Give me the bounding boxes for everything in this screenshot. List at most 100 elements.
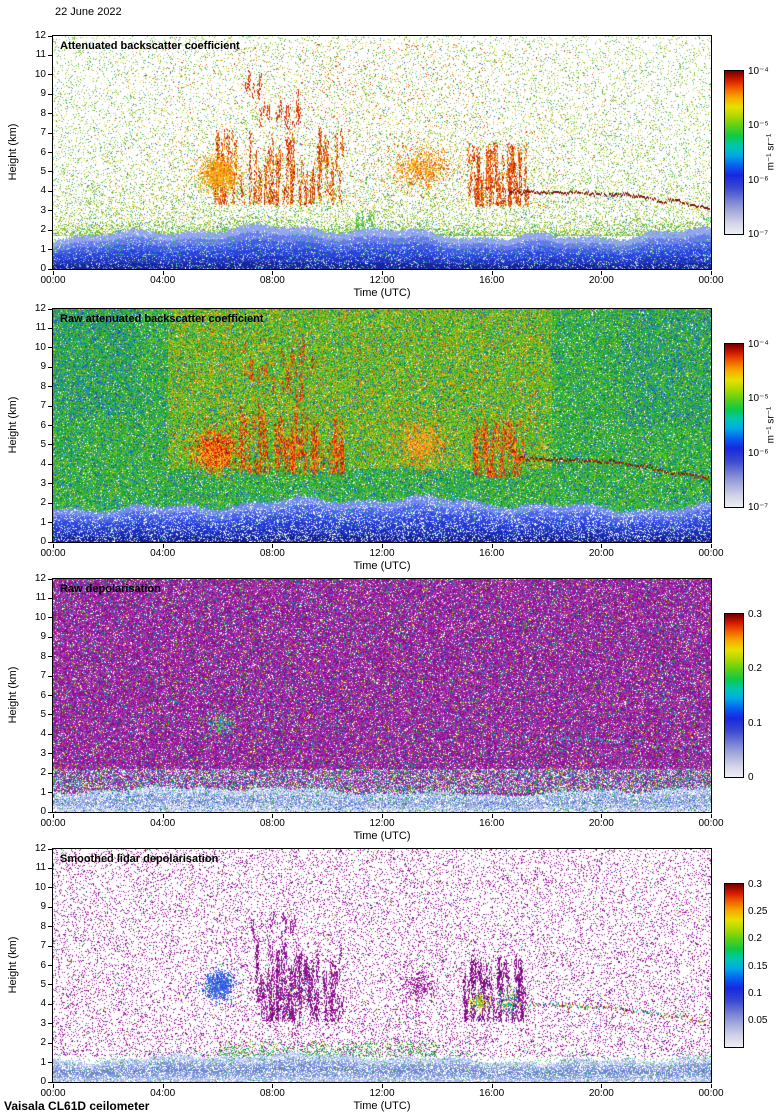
x-tick-mark (272, 544, 274, 548)
x-tick-label: 08:00 (259, 1088, 285, 1099)
y-tick-label: 4 (40, 458, 46, 470)
y-tick-mark (48, 597, 52, 599)
x-tick-label: 00:00 (40, 275, 66, 286)
colorbar-tick-label: 0.1 (748, 717, 762, 729)
x-tick-mark (53, 271, 54, 275)
x-axis-label: Time (UTC) (353, 1100, 411, 1112)
colorbar: 10⁻⁴ 10⁻⁵ 10⁻⁶ 10⁻⁷ m⁻¹ sr⁻¹ (724, 66, 780, 240)
y-tick-mark (48, 35, 52, 37)
y-tick-label: 9 (40, 631, 46, 643)
heatmap-canvas (53, 36, 711, 269)
y-tick-label: 4 (40, 728, 46, 740)
x-tick-mark (53, 544, 54, 548)
date-label: 22 June 2022 (55, 6, 122, 18)
y-tick-mark (48, 522, 52, 524)
colorbar-tick-label: 10⁻⁷ (748, 502, 769, 513)
y-tick-mark (48, 132, 52, 134)
y-tick-mark (48, 190, 52, 192)
y-tick-mark (48, 906, 52, 908)
y-tick-label: 8 (40, 920, 46, 932)
y-axis-label: Height (km) (7, 666, 19, 724)
y-tick-mark (48, 675, 52, 677)
x-axis-label: Time (UTC) (353, 287, 411, 299)
y-tick-label: 8 (40, 380, 46, 392)
x-tick-mark (162, 814, 164, 818)
y-tick-mark (48, 772, 52, 774)
colorbar-gradient (724, 883, 744, 1048)
colorbar-unit-label: m⁻¹ sr⁻¹ (765, 133, 777, 171)
colorbar-gradient (724, 343, 744, 508)
y-tick-label: 5 (40, 708, 46, 720)
y-tick-label: 8 (40, 650, 46, 662)
y-tick-mark (48, 848, 52, 850)
x-tick-label: 08:00 (259, 275, 285, 286)
y-tick-mark (48, 113, 52, 115)
x-tick-label: 00:00 (698, 548, 724, 559)
y-tick-mark (48, 444, 52, 446)
colorbar-tick-label: 10⁻⁶ (748, 447, 769, 459)
y-tick-label: 12 (34, 30, 46, 41)
y-tick-label: 12 (34, 843, 46, 854)
y-tick-label: 7 (40, 670, 46, 682)
colorbar-gradient (724, 70, 744, 235)
colorbar-tick-label: 0.15 (748, 960, 768, 972)
x-tick-mark (601, 271, 603, 275)
colorbar-tick-label: 0.05 (748, 1014, 768, 1026)
colorbar-tick-label: 10⁻⁴ (748, 339, 769, 350)
x-tick-mark (711, 1084, 712, 1088)
colorbar-tick-label: 0.3 (748, 609, 762, 620)
y-tick-label: 12 (34, 573, 46, 584)
colorbar-tick-label: 10⁻⁴ (748, 66, 769, 77)
y-tick-mark (48, 1023, 52, 1025)
plot-area: Smoothed lidar depolarisation (52, 848, 712, 1083)
y-tick-mark (48, 93, 52, 95)
y-tick-label: 9 (40, 88, 46, 100)
x-tick-mark (382, 814, 383, 818)
y-tick-mark (48, 1062, 52, 1064)
y-tick-label: 2 (40, 767, 46, 779)
y-tick-label: 11 (35, 49, 46, 61)
colorbar: 0.3 0.2 0.1 0 (724, 609, 780, 783)
y-tick-label: 3 (40, 477, 46, 489)
y-tick-mark (48, 74, 52, 76)
y-tick-mark (48, 926, 52, 928)
x-tick-label: 00:00 (698, 818, 724, 829)
x-tick-label: 00:00 (40, 818, 66, 829)
colorbar-gradient (724, 613, 744, 778)
y-tick-label: 8 (40, 107, 46, 119)
y-tick-label: 4 (40, 998, 46, 1010)
y-tick-mark (48, 887, 52, 889)
y-tick-label: 1 (40, 786, 46, 798)
x-tick-mark (491, 1084, 493, 1088)
y-tick-label: 6 (40, 146, 46, 158)
y-tick-label: 1 (40, 1056, 46, 1068)
x-tick-label: 00:00 (698, 1088, 724, 1099)
x-tick-label: 20:00 (588, 275, 614, 286)
panel-title: Smoothed lidar depolarisation (60, 853, 219, 865)
colorbar-unit-label: m⁻¹ sr⁻¹ (765, 406, 777, 444)
y-tick-label: 6 (40, 959, 46, 971)
y-tick-mark (48, 405, 52, 407)
y-tick-label: 7 (40, 400, 46, 412)
y-tick-mark (48, 656, 52, 658)
x-tick-mark (272, 1084, 274, 1088)
x-tick-label: 20:00 (588, 1088, 614, 1099)
x-tick-label: 04:00 (150, 275, 176, 286)
x-tick-label: 08:00 (259, 548, 285, 559)
x-tick-mark (711, 271, 712, 275)
y-tick-label: 10 (34, 611, 46, 623)
y-tick-mark (48, 811, 52, 813)
panel-title: Raw attenuated backscatter coefficient (60, 313, 264, 325)
x-tick-label: 12:00 (369, 275, 395, 286)
x-tick-label: 20:00 (588, 548, 614, 559)
heatmap-canvas (53, 579, 711, 812)
y-tick-label: 10 (34, 68, 46, 80)
instrument-label: Vaisala CL61D ceilometer (4, 1099, 150, 1113)
colorbar-tick-label: 0.3 (748, 879, 762, 890)
x-tick-mark (491, 544, 493, 548)
x-tick-mark (711, 544, 712, 548)
x-tick-mark (601, 1084, 603, 1088)
y-tick-label: 5 (40, 438, 46, 450)
x-tick-label: 16:00 (479, 1088, 505, 1099)
y-tick-mark (48, 1081, 52, 1083)
